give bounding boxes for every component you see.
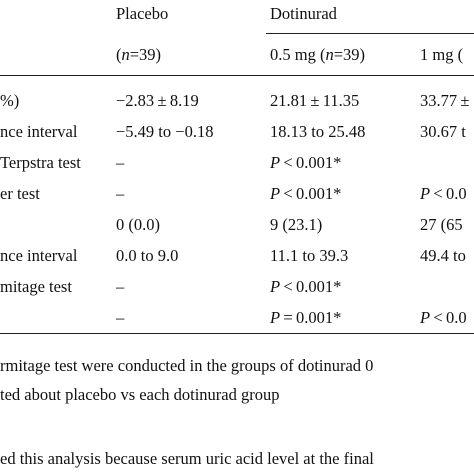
cell-dotinurad-0-5mg: 9 (23.1) — [270, 215, 323, 234]
header-placebo-n: (n=39) — [116, 45, 162, 64]
cell-placebo: – — [116, 308, 125, 327]
footnote-2: ted about placebo vs each dotinurad grou… — [0, 385, 280, 404]
cell-dotinurad-1mg: P < 0.0 — [420, 184, 467, 203]
row-label: er test — [0, 184, 40, 203]
row-label: mitage test — [0, 277, 72, 296]
cell-placebo: – — [116, 153, 125, 172]
cell-dotinurad-0-5mg: 18.13 to 25.48 — [270, 122, 366, 141]
header-dose-1mg: 1 mg ( — [420, 45, 464, 64]
row-label: nce interval — [0, 122, 78, 141]
cell-placebo: 0 (0.0) — [116, 215, 160, 234]
row-label: Terpstra test — [0, 153, 81, 172]
cell-dotinurad-1mg: 27 (65 — [420, 215, 463, 234]
footnote-1: rmitage test were conducted in the group… — [0, 356, 374, 375]
footnote-3: ed this analysis because serum uric acid… — [0, 449, 374, 468]
header-placebo: Placebo — [116, 4, 169, 23]
cell-dotinurad-0-5mg: P < 0.001* — [270, 153, 342, 172]
dotinurad-rule — [266, 33, 474, 34]
cell-dotinurad-0-5mg: 11.1 to 39.3 — [270, 246, 349, 265]
header-rule — [0, 75, 474, 76]
cell-dotinurad-0-5mg: 21.81 ± 11.35 — [270, 91, 360, 110]
cell-dotinurad-1mg: 30.67 t — [420, 122, 466, 141]
cell-placebo: 0.0 to 9.0 — [116, 246, 179, 265]
cell-placebo: – — [116, 277, 125, 296]
cell-dotinurad-1mg: P < 0.0 — [420, 308, 467, 327]
header-dotinurad: Dotinurad — [270, 4, 337, 23]
cell-dotinurad-1mg: 49.4 to — [420, 246, 466, 265]
cell-dotinurad-1mg: 33.77 ± — [420, 91, 470, 110]
cell-dotinurad-0-5mg: P < 0.001* — [270, 277, 342, 296]
row-label: nce interval — [0, 246, 78, 265]
cell-dotinurad-0-5mg: P = 0.001* — [270, 308, 342, 327]
header-dose-0-5mg: 0.5 mg (n=39) — [270, 45, 366, 64]
cell-dotinurad-0-5mg: P < 0.001* — [270, 184, 342, 203]
bottom-rule — [0, 333, 474, 334]
cell-placebo: −2.83 ± 8.19 — [116, 91, 199, 110]
row-label: %) — [0, 91, 20, 110]
cell-placebo: −5.49 to −0.18 — [116, 122, 214, 141]
cell-placebo: – — [116, 184, 125, 203]
